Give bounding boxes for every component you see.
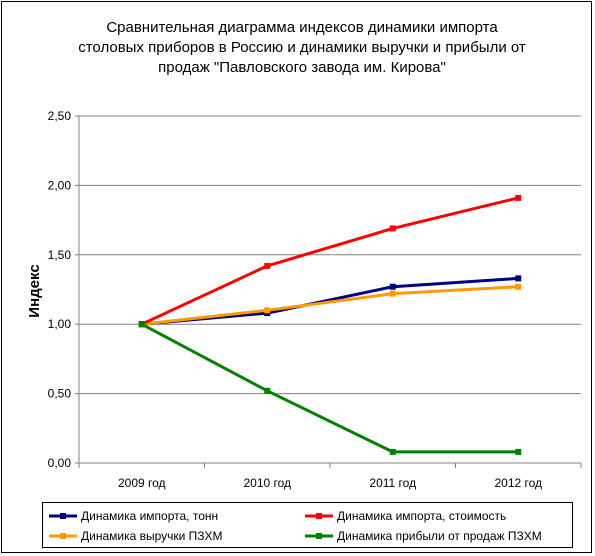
series-line [141, 322, 519, 454]
data-point [389, 225, 396, 232]
data-point [515, 194, 522, 201]
x-tick-label: 2010 год [243, 476, 291, 490]
data-point [264, 262, 271, 269]
chart-title-line-2: столовых приборов в Россию и динамики вы… [78, 39, 526, 56]
data-point [515, 275, 522, 282]
chart-title-line-1: Сравнительная диаграмма индексов динамик… [106, 19, 498, 36]
legend-item-import-tons: Динамика импорта, тонн [49, 506, 218, 526]
chart-title: Сравнительная диаграмма индексов динамик… [42, 18, 562, 78]
legend-label-import-cost: Динамика импорта, стоимость [337, 509, 507, 523]
data-point [515, 448, 522, 455]
y-axis-label: Индекс [26, 264, 43, 317]
y-tick-label: 0,00 [48, 456, 72, 470]
y-tick-label: 1,50 [48, 248, 72, 262]
legend-item-profit: Динамика прибыли от продаж ПЗХМ [305, 526, 542, 546]
data-point [389, 283, 396, 290]
legend-item-import-cost: Динамика импорта, стоимость [305, 506, 506, 526]
series-line [141, 285, 519, 326]
data-point [138, 321, 145, 328]
data-point [389, 290, 396, 297]
y-tick-label: 1,00 [48, 317, 72, 331]
series-line [141, 196, 519, 326]
legend-swatch-import-cost [305, 513, 333, 519]
data-point [264, 307, 271, 314]
y-tick-label: 0,50 [48, 387, 72, 401]
legend-label-revenue: Динамика выручки ПЗХМ [81, 529, 223, 543]
y-tick-label: 2,50 [48, 109, 72, 123]
legend-swatch-revenue [49, 533, 77, 539]
legend-label-profit: Динамика прибыли от продаж ПЗХМ [337, 529, 542, 543]
data-point [264, 387, 271, 394]
legend-swatch-profit [305, 533, 333, 539]
legend-item-revenue: Динамика выручки ПЗХМ [49, 526, 223, 546]
x-tick-label: 2011 год [369, 476, 416, 490]
x-tick-label: 2012 год [494, 476, 542, 490]
chart-legend: Динамика импорта, тонн Динамика импорта,… [42, 502, 573, 548]
legend-swatch-import-tons [49, 513, 77, 519]
y-tick-label: 2,00 [48, 178, 72, 192]
data-point [389, 448, 396, 455]
data-point [515, 283, 522, 290]
x-tick-label: 2009 год [118, 476, 166, 490]
legend-label-import-tons: Динамика импорта, тонн [81, 509, 219, 523]
chart-title-line-3: продаж "Павловского завода им. Кирова" [158, 59, 446, 76]
